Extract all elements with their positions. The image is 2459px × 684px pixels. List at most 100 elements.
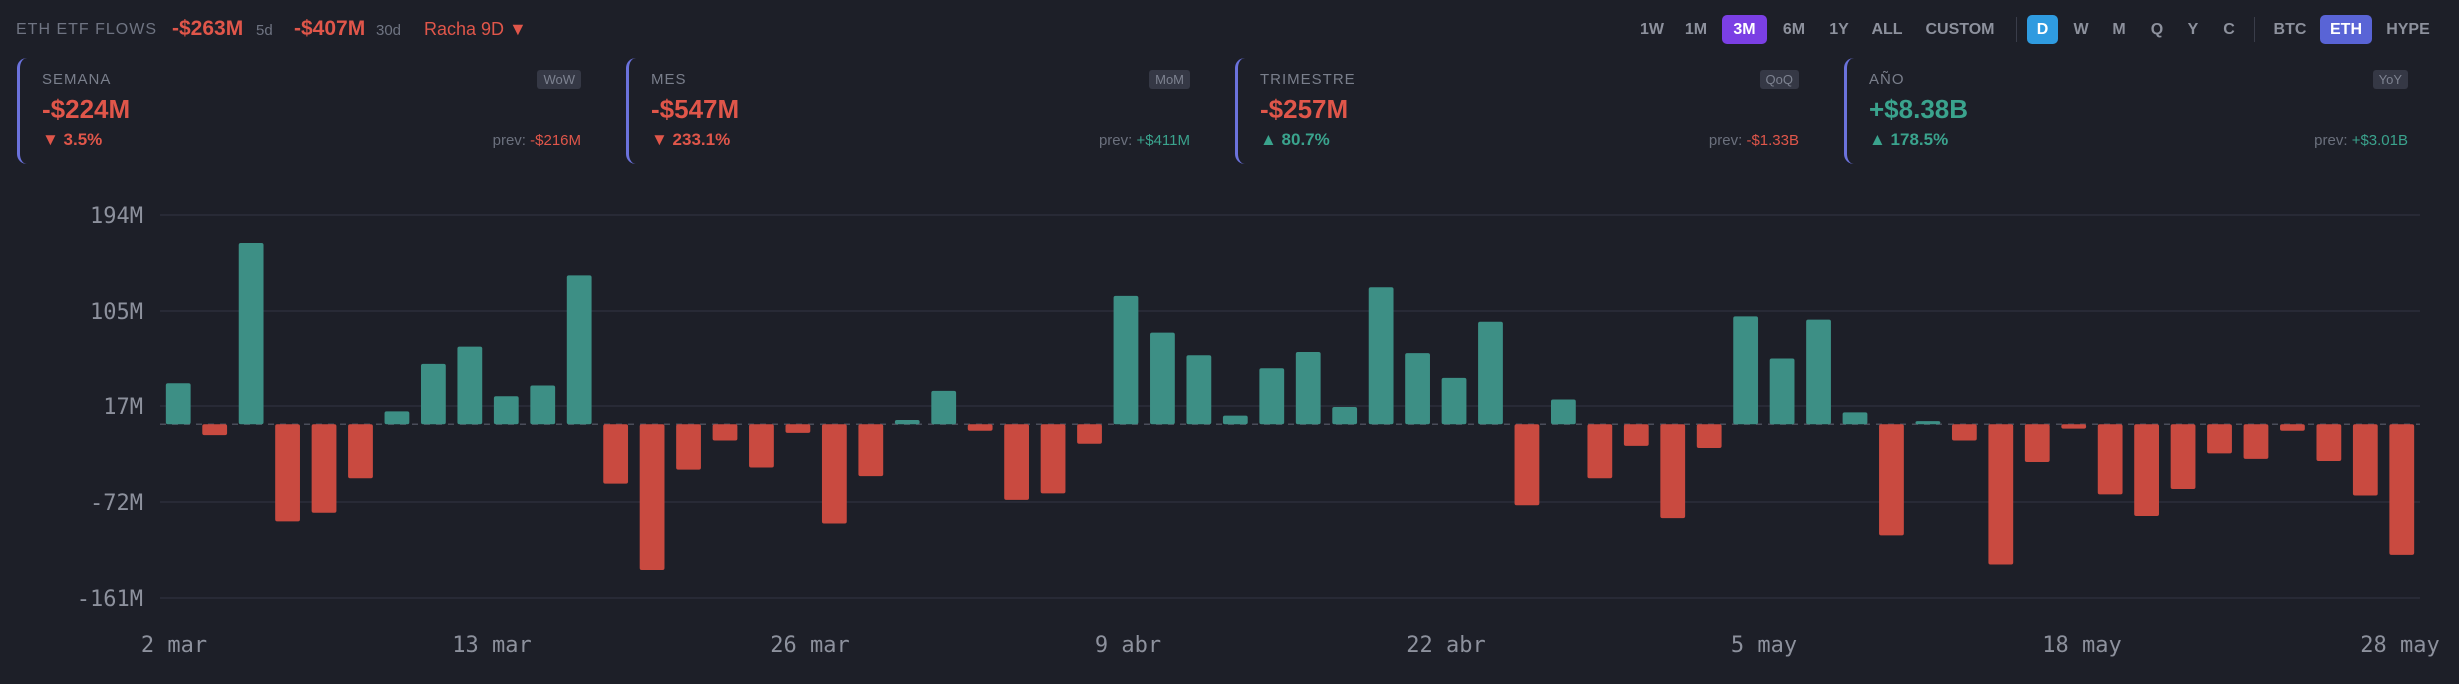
bar [348, 424, 373, 479]
stat-card-week: SEMANA WoW -$224M ▼ 3.5% prev: -$216M [17, 58, 603, 164]
card-label: AÑO [1869, 71, 1905, 88]
bar [1113, 295, 1139, 425]
card-label: SEMANA [42, 71, 112, 88]
card-label: MES [651, 71, 687, 88]
card-badge: QoQ [1759, 70, 1799, 89]
bar [2207, 424, 2232, 454]
range-button-1w[interactable]: 1W [1640, 21, 1664, 38]
x-tick-label: 26 mar [770, 633, 849, 658]
range-button-3m[interactable]: 3M [1722, 15, 1767, 44]
y-tick-label: 105M [90, 300, 143, 325]
bar [676, 424, 701, 470]
card-value: +$8.38B [1869, 94, 1969, 124]
bar [967, 424, 993, 431]
bar [1623, 424, 1649, 446]
asset-button-eth[interactable]: ETH [2320, 15, 2372, 44]
card-change: ▲ 178.5% [1869, 130, 1949, 149]
x-tick-label: 5 may [1731, 633, 1797, 658]
bar [2316, 424, 2342, 461]
card-value: -$224M [42, 94, 131, 124]
y-tick-label: 17M [103, 395, 143, 420]
bar [821, 424, 847, 524]
bar [749, 424, 774, 468]
granularity-button-y[interactable]: Y [2187, 21, 2199, 38]
bar [858, 424, 884, 477]
bar [1259, 368, 1285, 425]
toolbar-divider [2016, 17, 2017, 42]
flow-30d-label: 30d [376, 22, 402, 39]
x-tick-label: 22 abr [1406, 633, 1485, 658]
bar [566, 275, 592, 425]
bar [639, 424, 665, 570]
flow-5d-value: -$263M [172, 17, 244, 40]
y-tick-label: -161M [77, 587, 143, 612]
bar [1004, 424, 1030, 500]
x-tick-label: 2 mar [141, 633, 207, 658]
stat-card-month: MES MoM -$547M ▼ 233.1% prev: +$411M [626, 58, 1212, 164]
card-prev-value: -$216M [530, 132, 581, 149]
bar [2097, 424, 2123, 495]
card-value: -$547M [651, 94, 740, 124]
granularity-button-q[interactable]: Q [2150, 21, 2164, 38]
bar [2061, 424, 2087, 429]
granularity-button-c[interactable]: C [2223, 21, 2235, 38]
bar [1951, 424, 1977, 441]
bar [1514, 424, 1540, 506]
top-bar: ETH ETF FLOWS -$263M 5d -$407M 30d Racha… [0, 0, 2459, 58]
bar [384, 411, 410, 425]
range-button-all[interactable]: ALL [1871, 21, 1903, 38]
bar [1660, 424, 1686, 519]
bar [785, 424, 811, 433]
bar [2352, 424, 2378, 496]
granularity-button-w[interactable]: W [2073, 21, 2089, 38]
card-prev-label: prev: [1098, 132, 1133, 149]
bar [2134, 424, 2160, 517]
bar [457, 346, 483, 425]
card-prev: prev: +$411M [1099, 132, 1190, 149]
streak-indicator: Racha 9D ▼ [424, 19, 527, 39]
asset-button-btc[interactable]: BTC [2273, 21, 2307, 38]
bar [275, 424, 300, 522]
bar [1478, 321, 1503, 425]
bar [931, 390, 957, 425]
bar [1150, 332, 1175, 425]
granularity-button-m[interactable]: M [2112, 21, 2126, 38]
bar [530, 385, 556, 425]
app-title: ETH ETF FLOWS [16, 21, 157, 38]
bar [1077, 424, 1102, 444]
card-badge: YoY [2372, 70, 2408, 89]
range-button-1m[interactable]: 1M [1684, 21, 1708, 38]
bar [1769, 358, 1795, 425]
bar [238, 243, 264, 425]
range-button-6m[interactable]: 6M [1782, 21, 1806, 38]
card-prev-label: prev: [1708, 132, 1743, 149]
bar [1696, 424, 1722, 449]
card-prev: prev: +$3.01B [2314, 132, 2408, 149]
bar [2243, 424, 2269, 459]
card-value: -$257M [1260, 94, 1349, 124]
bar [894, 419, 920, 425]
y-tick-label: 194M [90, 204, 143, 229]
granularity-button-d[interactable]: D [2027, 15, 2058, 44]
card-prev-label: prev: [2314, 132, 2348, 149]
label-layer: 194M 105M 17M -72M -161M 2 mar 13 mar 26 mar 9 a… [77, 204, 2440, 658]
bar [2280, 424, 2305, 431]
bar [1915, 421, 1941, 425]
x-tick-label: 13 mar [452, 633, 531, 658]
toolbar-divider [2254, 17, 2255, 42]
x-tick-label: 9 abr [1095, 633, 1161, 658]
bar [1186, 355, 1212, 425]
asset-button-hype[interactable]: HYPE [2386, 21, 2430, 38]
range-button-custom[interactable]: CUSTOM [1925, 21, 1995, 38]
card-badge: WoW [537, 70, 581, 89]
bar [2024, 424, 2050, 463]
bar [202, 424, 228, 436]
card-change: ▲ 80.7% [1260, 130, 1330, 149]
card-prev-value: -$1.33B [1746, 132, 1799, 149]
stat-card-quarter: TRIMESTRE QoQ -$257M ▲ 80.7% prev: -$1.3… [1235, 58, 1821, 164]
x-tick-label: 28 may [2360, 633, 2439, 658]
x-tick-label: 18 may [2042, 633, 2121, 658]
range-button-1y[interactable]: 1Y [1829, 21, 1849, 38]
flows-bar-chart: 194M 105M 17M -72M -161M 2 mar 13 mar 26 mar 9 a… [77, 204, 2440, 658]
bar [1988, 424, 2014, 565]
